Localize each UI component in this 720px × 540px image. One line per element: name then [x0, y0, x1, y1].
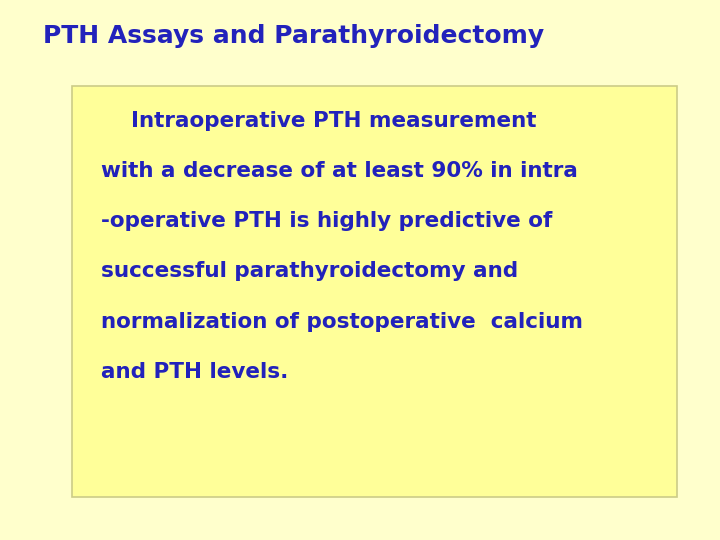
Text: and PTH levels.: and PTH levels. [101, 362, 288, 382]
Text: successful parathyroidectomy and: successful parathyroidectomy and [101, 261, 518, 281]
Text: with a decrease of at least 90% in intra: with a decrease of at least 90% in intra [101, 161, 577, 181]
Text: Intraoperative PTH measurement: Intraoperative PTH measurement [101, 111, 536, 131]
Text: PTH Assays and Parathyroidectomy: PTH Assays and Parathyroidectomy [43, 24, 544, 48]
Text: normalization of postoperative  calcium: normalization of postoperative calcium [101, 312, 582, 332]
FancyBboxPatch shape [72, 86, 677, 497]
Text: -operative PTH is highly predictive of: -operative PTH is highly predictive of [101, 211, 552, 231]
